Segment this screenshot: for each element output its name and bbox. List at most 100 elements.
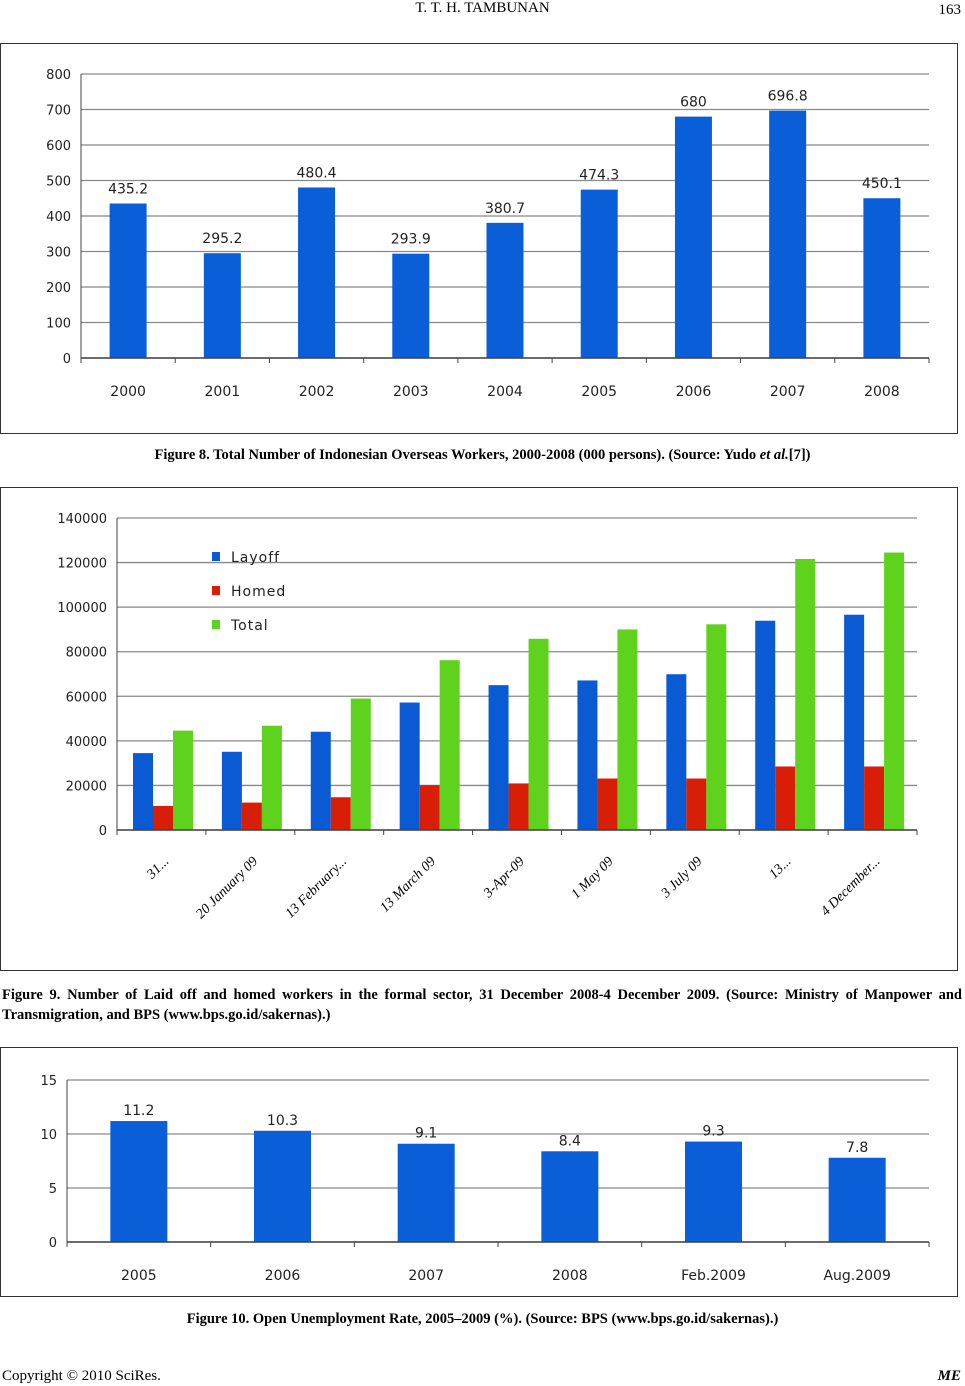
legend-swatch-total — [212, 620, 220, 629]
y-tick-label: 500 — [46, 175, 71, 190]
data-label: 8.4 — [559, 1133, 581, 1149]
x-tick-label: Feb.2009 — [681, 1268, 746, 1284]
bar-total — [528, 638, 549, 830]
x-tick-label: 13 February... — [283, 854, 350, 921]
caption-text: Figure 8. Total Number of Indonesian Ove… — [154, 447, 760, 463]
data-label: 435.2 — [108, 182, 148, 198]
bar-homed — [508, 783, 529, 830]
y-tick-label: 700 — [46, 104, 71, 119]
y-tick-label: 600 — [46, 139, 71, 154]
bar — [203, 253, 241, 358]
legend-label-layoff: Layoff — [231, 550, 280, 566]
journal-abbrev: ME — [937, 1368, 961, 1384]
bar-layoff — [755, 620, 776, 830]
bar-homed — [686, 778, 707, 830]
bar-total — [706, 624, 727, 830]
bar-total — [617, 629, 638, 830]
y-tick-label: 100000 — [57, 601, 107, 616]
data-label: 680 — [680, 95, 707, 111]
bar — [580, 189, 618, 358]
data-label: 9.3 — [702, 1124, 724, 1140]
y-tick-label: 300 — [46, 246, 71, 261]
bar-layoff — [310, 731, 331, 830]
x-tick-label: 2008 — [552, 1268, 588, 1284]
bar — [486, 222, 524, 358]
y-tick-label: 15 — [40, 1074, 57, 1089]
data-label: 480.4 — [297, 165, 337, 181]
bar-layoff — [844, 614, 865, 830]
y-tick-label: 0 — [49, 1236, 57, 1251]
data-label: 10.3 — [267, 1113, 298, 1129]
figure-10-chart: 0 5 10 15 2005 2006 2007 2008 Feb.2009 Aug.2009 11… — [0, 1047, 958, 1297]
figure-10-caption: Figure 10. Open Unemployment Rate, 2005–… — [186, 1311, 779, 1327]
page-number: 163 — [938, 2, 962, 18]
legend-label-homed: Homed — [231, 584, 286, 600]
x-tick-label: 13 March 09 — [378, 854, 439, 915]
bar-total — [439, 660, 460, 830]
data-label: 380.7 — [485, 201, 525, 217]
x-tick-label: 2005 — [121, 1268, 157, 1284]
x-tick-label: 3 July 09 — [658, 854, 706, 902]
y-tick-label: 60000 — [66, 690, 107, 705]
data-label: 696.8 — [768, 89, 808, 105]
x-tick-label: 2007 — [770, 384, 806, 400]
data-label: 293.9 — [391, 232, 431, 248]
bar — [828, 1157, 886, 1242]
data-label: 7.8 — [846, 1140, 868, 1156]
data-label: 295.2 — [202, 231, 242, 247]
bar-total — [350, 698, 371, 830]
y-tick-label: 800 — [46, 68, 71, 83]
bar — [110, 1121, 168, 1242]
bar-layoff — [221, 751, 242, 830]
x-tick-label: 2008 — [864, 384, 900, 400]
bar-total — [795, 559, 816, 830]
bar-homed — [330, 797, 351, 830]
y-tick-label: 10 — [40, 1128, 57, 1143]
bar — [397, 1143, 455, 1242]
y-tick-label: 140000 — [57, 512, 107, 527]
legend-label-total: Total — [230, 618, 269, 634]
y-tick-label: 0 — [63, 352, 71, 367]
x-tick-label: 31... — [144, 854, 173, 883]
x-tick-label: 2000 — [110, 384, 146, 400]
bar-total — [884, 552, 905, 830]
bar-total — [173, 730, 193, 830]
data-label: 450.1 — [862, 176, 902, 192]
bar-homed — [864, 766, 885, 830]
x-tick-label: 2007 — [408, 1268, 444, 1284]
bar — [685, 1141, 742, 1242]
bar-homed — [153, 805, 173, 830]
bar-total — [261, 725, 282, 830]
figure-8-chart: 0 100 200 300 400 500 600 700 800 2000 2001 2002 200… — [0, 43, 958, 434]
bar — [109, 203, 147, 358]
bar — [769, 110, 807, 358]
y-tick-label: 20000 — [66, 779, 107, 794]
bar — [254, 1130, 311, 1242]
figure-9-chart: 0 20000 40000 60000 80000 100000 120000 140000 3… — [0, 487, 958, 971]
bar-homed — [597, 778, 618, 830]
copyright: Copyright © 2010 SciRes. — [2, 1368, 161, 1384]
x-tick-label: 4 December... — [818, 854, 883, 919]
bar-layoff — [577, 680, 598, 830]
x-tick-label: 3-Apr-09 — [480, 854, 527, 901]
legend-swatch-homed — [212, 586, 220, 595]
y-tick-label: 400 — [46, 210, 71, 225]
y-tick-label: 0 — [99, 824, 107, 839]
bar-layoff — [133, 753, 153, 830]
bar-homed — [419, 785, 440, 830]
figure-8-caption: Figure 8. Total Number of Indonesian Ove… — [0, 447, 965, 464]
bar — [863, 198, 901, 358]
bar-layoff — [399, 702, 420, 830]
running-title: T. T. H. TAMBUNAN — [415, 0, 550, 16]
figure-9-caption: Figure 9. Number of Laid off and homed w… — [2, 987, 962, 1023]
legend-swatch-layoff — [212, 552, 220, 561]
y-tick-label: 40000 — [66, 735, 107, 750]
x-tick-label: 2006 — [265, 1268, 301, 1284]
bar — [674, 116, 712, 358]
caption-end: [7]) — [788, 447, 811, 463]
bar-homed — [775, 766, 796, 830]
y-tick-label: 5 — [49, 1182, 57, 1197]
data-label: 474.3 — [579, 168, 619, 184]
x-tick-label: 2001 — [205, 384, 241, 400]
